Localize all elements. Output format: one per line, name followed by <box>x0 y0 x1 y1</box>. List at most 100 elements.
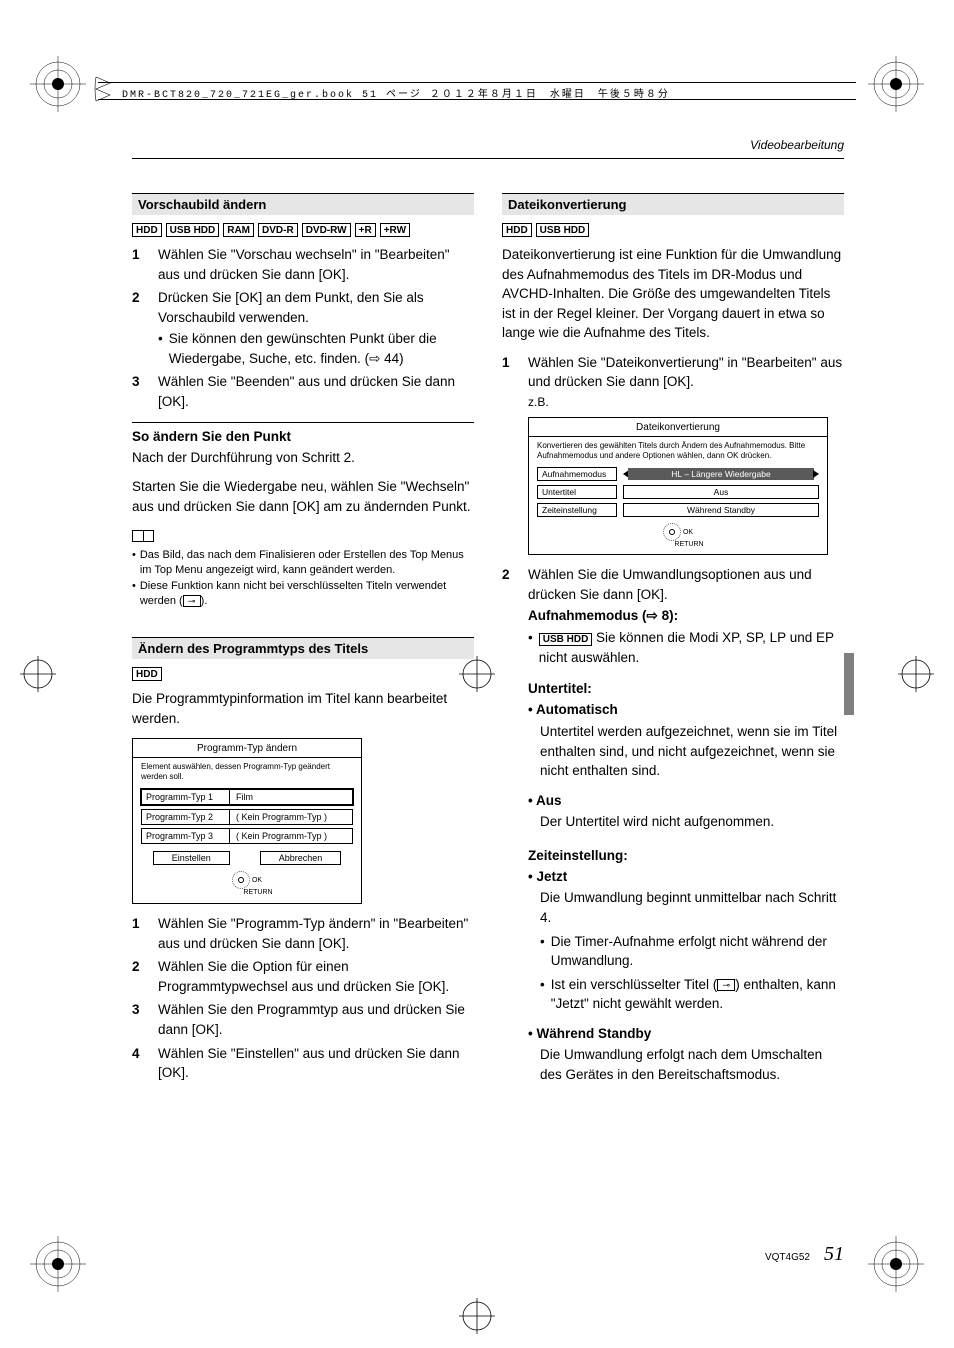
step-text: Wählen Sie "Programm-Typ ändern" in "Bea… <box>158 914 474 953</box>
page-footer: VQT4G52 51 <box>132 1243 844 1266</box>
step-text: Wählen Sie "Dateikonvertierung" in "Bear… <box>528 353 844 412</box>
option-text: Die Timer-Aufnahme erfolgt nicht während… <box>551 932 844 971</box>
step-text: Wählen Sie die Option für einen Programm… <box>158 957 474 996</box>
step-num: 1 <box>502 353 518 412</box>
row-value: Während Standby <box>623 503 819 517</box>
row-label: Programm-Typ 3 <box>142 829 230 843</box>
book-clip-icon <box>92 75 114 103</box>
registration-mark <box>30 56 86 112</box>
registration-mark <box>868 56 924 112</box>
step-num: 2 <box>132 957 148 996</box>
lock-icon <box>183 595 201 607</box>
registration-mark <box>30 1236 86 1292</box>
step-text: Wählen Sie "Einstellen" aus und drücken … <box>158 1044 474 1083</box>
media-badge: RAM <box>223 223 254 237</box>
dialog-row[interactable]: Programm-Typ 2( Kein Programm-Typ ) <box>141 809 353 825</box>
heading-dateikonvertierung: Dateikonvertierung <box>502 193 844 215</box>
divider <box>132 422 474 423</box>
note-icon <box>132 530 154 542</box>
step-text: Wählen Sie den Programmtyp aus und drück… <box>158 1000 474 1039</box>
dpad-icon <box>232 871 250 889</box>
paragraph: Die Programmtypinformation im Titel kann… <box>132 689 474 728</box>
crosshair-mark <box>898 656 934 692</box>
media-badge: HDD <box>132 667 162 681</box>
media-badge: USB HDD <box>166 223 220 237</box>
option-text: Die Umwandlung beginnt unmittelbar nach … <box>540 888 844 927</box>
step-sub: Sie können den gewünschten Punkt über di… <box>169 329 474 368</box>
option-sub: Automatisch <box>536 702 618 717</box>
right-column: Dateikonvertierung HDD USB HDD Dateikonve… <box>502 193 844 1248</box>
paragraph: Nach der Durchführung von Schritt 2. <box>132 448 474 468</box>
cancel-button[interactable]: Abbrechen <box>260 851 342 865</box>
dialog-row[interactable]: Programm-Typ 3( Kein Programm-Typ ) <box>141 828 353 844</box>
option-text: Die Umwandlung erfolgt nach dem Umschalt… <box>540 1045 844 1084</box>
media-badges: HDDUSB HDDRAMDVD-RDVD-RW+R+RW <box>132 223 474 237</box>
row-label: Zeiteinstellung <box>537 503 617 517</box>
option-heading: Aufnahmemodus (⇨ 8): <box>528 608 844 624</box>
step-num: 3 <box>132 1000 148 1039</box>
step-num: 2 <box>502 565 518 604</box>
row-label: Aufnahmemodus <box>537 467 617 481</box>
bullet-icon: • <box>540 975 545 1014</box>
registration-mark <box>868 1236 924 1292</box>
section-title: Videobearbeitung <box>132 138 844 152</box>
arrow-right-icon[interactable] <box>813 470 819 478</box>
crosshair-mark <box>459 1298 495 1334</box>
dialog-row[interactable]: Untertitel Aus <box>529 483 827 501</box>
dialog-row[interactable]: Zeiteinstellung Während Standby <box>529 501 827 519</box>
paragraph: Starten Sie die Wiedergabe neu, wählen S… <box>132 477 474 516</box>
option-sub: Jetzt <box>536 869 567 884</box>
ok-return-indicator: OK RETURN <box>529 519 827 549</box>
media-badges: HDD <box>132 667 474 681</box>
media-badge: DVD-R <box>258 223 298 237</box>
section-rule <box>132 158 844 159</box>
lock-icon <box>717 979 735 991</box>
media-badge: +R <box>355 223 376 237</box>
media-badges: HDD USB HDD <box>502 223 844 237</box>
bullet-icon: • <box>540 932 545 971</box>
dialog-desc: Element auswählen, dessen Programm-Typ g… <box>133 762 361 785</box>
dpad-icon <box>663 523 681 541</box>
note-text: Diese Funktion kann nicht bei verschlüss… <box>140 579 474 609</box>
dialog-desc: Konvertieren des gewählten Titels durch … <box>529 441 827 464</box>
heading-vorschaubild: Vorschaubild ändern <box>132 193 474 215</box>
dialog-title: Dateikonvertierung <box>529 422 827 437</box>
step-num: 4 <box>132 1044 148 1083</box>
option-text: Untertitel werden aufgezeichnet, wenn si… <box>540 722 844 781</box>
note-text: Das Bild, das nach dem Finalisieren oder… <box>140 548 474 578</box>
ok-return-indicator: OK RETURN <box>133 867 361 897</box>
dialog-row[interactable]: AufnahmemodusHL – Längere Wiedergabe <box>529 465 827 483</box>
media-badge: DVD-RW <box>302 223 351 237</box>
bullet-icon: • <box>132 548 136 578</box>
bullet-icon: • <box>158 329 163 368</box>
row-value: Aus <box>623 485 819 499</box>
step-text: Drücken Sie [OK] an dem Punkt, den Sie a… <box>158 288 474 368</box>
left-column: Vorschaubild ändern HDD USB HDDRAM DVD-R DV… <box>132 193 474 1248</box>
dialog-title: Programm-Typ ändern <box>133 743 361 758</box>
option-text: Der Untertitel wird nicht aufgenommen. <box>540 812 844 832</box>
row-value: ( Kein Programm-Typ ) <box>230 810 352 824</box>
bullet-icon: • <box>528 628 533 667</box>
example-label: z.B. <box>528 394 844 411</box>
option-text: USB HDD Sie können die Modi XP, SP, LP u… <box>539 628 844 667</box>
row-value: ( Kein Programm-Typ ) <box>230 829 352 843</box>
row-value: Film <box>230 790 352 804</box>
step-num: 1 <box>132 245 148 284</box>
doc-code: VQT4G52 <box>765 1252 810 1263</box>
dialog-row[interactable]: Programm-Typ 1Film <box>140 788 354 806</box>
step-num: 1 <box>132 914 148 953</box>
row-label: Untertitel <box>537 485 617 499</box>
step-text: Wählen Sie "Vorschau wechseln" in "Bearb… <box>158 245 474 284</box>
section-tab <box>844 653 854 715</box>
set-button[interactable]: Einstellen <box>153 851 230 865</box>
ui-dialog-programmtyp: Programm-Typ ändern Element auswählen, d… <box>132 738 362 904</box>
option-heading: Zeiteinstellung: <box>528 848 844 863</box>
media-badge: HDD <box>502 223 532 237</box>
option-sub: Während Standby <box>536 1026 651 1041</box>
media-badge: USB HDD <box>536 223 590 237</box>
heading-programmtyp: Ändern des Programmtyps des Titels <box>132 637 474 659</box>
page-content: Videobearbeitung Vorschaubild ändern HDD… <box>132 138 844 1248</box>
ui-dialog-dateikonvertierung: Dateikonvertierung Konvertieren des gewä… <box>528 417 828 555</box>
page-number: 51 <box>824 1243 844 1266</box>
step-num: 3 <box>132 372 148 411</box>
